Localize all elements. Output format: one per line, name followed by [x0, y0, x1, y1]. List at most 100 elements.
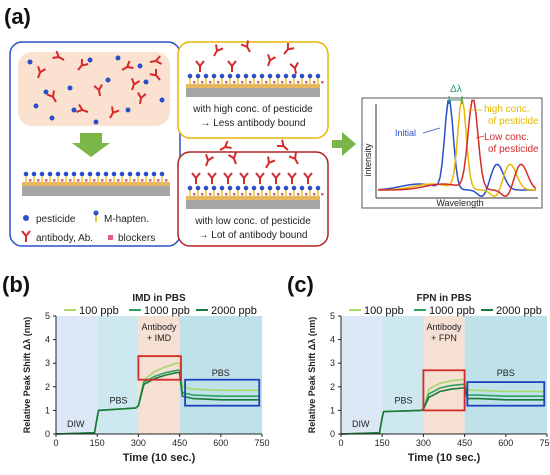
- legend-entry: 2000 ppb: [211, 305, 257, 317]
- antibody-icon: [149, 55, 163, 65]
- legend-antibody: antibody, Ab.: [36, 233, 93, 244]
- pesticide-dot: [159, 97, 165, 103]
- antibody-icon: [289, 61, 299, 75]
- y-tick-label: 2: [330, 382, 335, 392]
- y-tick-label: 0: [330, 429, 335, 439]
- highlight-box: [422, 369, 466, 412]
- antibody-icon: [191, 172, 201, 184]
- y-tick-label: 2: [45, 382, 50, 392]
- antibody-icon: [37, 65, 47, 79]
- legend-pesticide: pesticide: [36, 214, 76, 225]
- x-tick-label: 600: [498, 438, 513, 448]
- high-label-1: high conc.: [484, 104, 530, 115]
- y-tick-label: 3: [330, 358, 335, 368]
- x-axis-label: Time (10 sec.): [123, 452, 196, 464]
- x-tick-label: 750: [539, 438, 550, 448]
- y-tick-label: 0: [45, 429, 50, 439]
- region-label-antibody: Antibody: [426, 322, 462, 332]
- x-tick-label: 600: [213, 438, 228, 448]
- region-band: [382, 316, 424, 434]
- pesticide-dot: [115, 55, 121, 61]
- antibody-icon: [287, 172, 297, 184]
- high-box-line2: → Less antibody bound: [200, 118, 305, 129]
- low-box-line2: → Lot of antibody bound: [199, 230, 308, 241]
- pesticide-dot: [143, 79, 149, 85]
- pesticide-dot-icon: [23, 215, 29, 221]
- x-tick-label: 0: [53, 438, 58, 448]
- pesticide-dot: [87, 57, 93, 63]
- pesticide-dot: [49, 115, 55, 121]
- highlight-box: [466, 381, 546, 407]
- region-label-pbs-2: PBS: [212, 368, 230, 378]
- y-axis-label: Relative Peak Shift Δλ (nm): [307, 317, 317, 434]
- antibody-icon: [149, 68, 161, 81]
- high-box-line1: with high conc. of pesticide: [192, 104, 313, 115]
- x-tick-label: 450: [172, 438, 187, 448]
- pesticide-dot: [33, 103, 39, 109]
- region-band: [423, 316, 465, 434]
- region-label-pbs-2: PBS: [497, 368, 515, 378]
- antibody-icon: [223, 172, 233, 184]
- down-arrow-icon: [72, 133, 110, 157]
- region-band: [179, 316, 262, 434]
- antibody-icon: [137, 91, 147, 105]
- antibody-icon: [276, 139, 289, 151]
- antibody-icon: [46, 90, 57, 103]
- antibody-icon: [75, 103, 89, 113]
- low-box-line1: with low conc. of pesticide: [194, 216, 311, 227]
- x-tick-label: 150: [90, 438, 105, 448]
- x-axis-label: Time (10 sec.): [408, 452, 481, 464]
- solution-particles: [27, 50, 165, 125]
- pesticide-dot: [137, 63, 143, 69]
- panel-a-label: (a): [4, 4, 31, 29]
- low-label-2: of pesticide: [488, 144, 539, 155]
- antibody-icon: [255, 172, 265, 184]
- legend-entry: 100 ppb: [79, 305, 119, 317]
- sensor-surface-initial: [22, 171, 170, 196]
- y-tick-label: 4: [45, 335, 50, 345]
- x-tick-label: 450: [457, 438, 472, 448]
- low-label-1: Low conc.: [484, 132, 529, 143]
- pesticide-dot: [93, 119, 99, 125]
- pesticide-dot: [27, 59, 33, 65]
- y-tick-label: 1: [45, 405, 50, 415]
- y-tick-label: 1: [330, 405, 335, 415]
- x-tick-label: 150: [375, 438, 390, 448]
- antibody-icon: [288, 152, 299, 165]
- m-hapten-icon: [93, 210, 99, 222]
- antibody-icon: [239, 172, 249, 184]
- region-label-diw: DIW: [67, 419, 85, 429]
- spectrum-ylabel: intensity: [363, 143, 373, 177]
- delta-lambda-label: Δλ: [450, 84, 462, 95]
- initial-label: Initial: [395, 128, 416, 138]
- y-tick-label: 5: [330, 311, 335, 321]
- region-label-antibody-2: + IMD: [147, 333, 172, 343]
- antibody-icon: [271, 172, 281, 184]
- antibody-icon: [205, 153, 215, 167]
- pesticide-dot: [43, 89, 49, 95]
- spectrum-low-curve: [378, 99, 537, 197]
- region-label-antibody-2: + FPN: [431, 333, 457, 343]
- legend-blockers: blockers: [118, 233, 155, 244]
- pesticide-dot: [71, 107, 77, 113]
- y-tick-label: 5: [45, 311, 50, 321]
- antibody-icon: [219, 140, 232, 151]
- antibody-icon: [227, 60, 237, 72]
- high-label-2: of pesticide: [488, 116, 539, 127]
- antibody-icon: [121, 60, 134, 71]
- panel-a-left-box: pesticide M-hapten. antibody, Ab. blocke…: [9, 41, 181, 247]
- antibody-icon: [131, 77, 141, 91]
- series-line: [55, 371, 260, 435]
- region-label-diw: DIW: [352, 419, 370, 429]
- region-label-antibody: Antibody: [141, 322, 177, 332]
- panel-label: (b): [2, 272, 30, 297]
- region-label-pbs: PBS: [395, 395, 413, 405]
- antibody-icon: [213, 44, 224, 57]
- spectrum-high-curve: [378, 98, 536, 198]
- solution-area: [18, 52, 170, 126]
- legend-m-hapten: M-hapten.: [104, 214, 149, 225]
- high-conc-box: with high conc. of pesticide → Less anti…: [177, 40, 329, 139]
